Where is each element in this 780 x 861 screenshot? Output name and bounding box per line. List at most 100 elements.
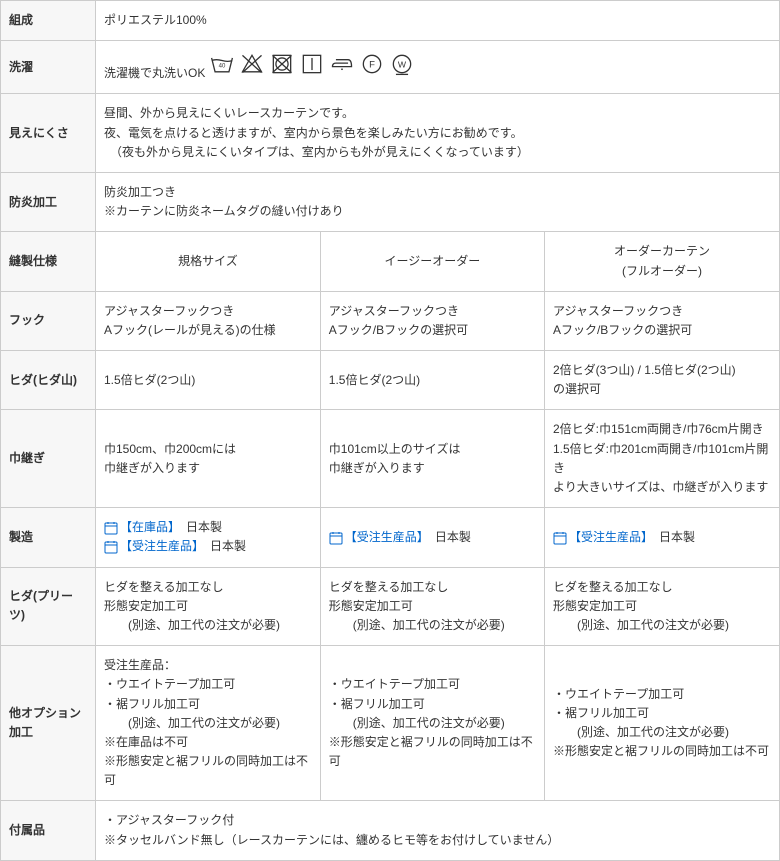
table-row: 見えにくさ 昼間、外から見えにくいレースカーテンです。 夜、電気を点けると透けま… — [1, 94, 780, 173]
table-row: 他オプション加工 受注生産品：・ウエイトテープ加工可・裾フリル加工可 (別途、加… — [1, 646, 780, 801]
text-line: ・裾フリル加工可 — [329, 695, 536, 714]
text-line: Aフック/Bフックの選択可 — [553, 321, 771, 340]
row-label: 見えにくさ — [1, 94, 96, 173]
text-line: 巾継ぎが入ります — [329, 459, 536, 478]
svg-text:F: F — [369, 60, 375, 71]
cell-value: アジャスターフックつきAフック/Bフックの選択可 — [544, 291, 779, 350]
jp-label: 日本製 — [659, 530, 695, 544]
cell-value: アジャスターフックつきAフック/Bフックの選択可 — [320, 291, 544, 350]
text-line: (別途、加工代の注文が必要) — [553, 723, 771, 742]
cell-value: ヒダを整える加工なし形態安定加工可 (別途、加工代の注文が必要) — [96, 567, 321, 646]
table-row: 巾継ぎ 巾150cm、巾200cmには巾継ぎが入ります 巾101cm以上のサイズ… — [1, 410, 780, 508]
cell-value: 昼間、外から見えにくいレースカーテンです。 夜、電気を点けると透けますが、室内か… — [96, 94, 780, 173]
col-header: イージーオーダー — [320, 232, 544, 291]
text-line: ヒダを整える加工なし — [104, 578, 312, 597]
text-line: ※形態安定と裾フリルの同時加工は不可 — [329, 733, 536, 771]
cell-value: ポリエステル100% — [96, 1, 780, 41]
cell-value: 防炎加工つき ※カーテンに防炎ネームタグの縫い付けあり — [96, 172, 780, 231]
table-row: 付属品 ・アジャスターフック付 ※タッセルバンド無し（レースカーテンには、纏める… — [1, 801, 780, 860]
text-line: (別途、加工代の注文が必要) — [104, 714, 312, 733]
text-line: （夜も外から見えにくいタイプは、室内からも外が見えにくくなっています） — [104, 143, 771, 162]
text-line: 巾150cm、巾200cmには — [104, 440, 312, 459]
text-line: アジャスターフックつき — [553, 302, 771, 321]
cell-value: 【受注生産品】 日本製 — [544, 508, 779, 567]
table-row: フック アジャスターフックつきAフック(レールが見える)の仕様 アジャスターフッ… — [1, 291, 780, 350]
dryclean-f-icon: F — [359, 51, 385, 77]
col-header: 規格サイズ — [96, 232, 321, 291]
text-line: ・アジャスターフック付 — [104, 811, 771, 830]
text-line: ※形態安定と裾フリルの同時加工は不可 — [104, 752, 312, 790]
text-line: (別途、加工代の注文が必要) — [329, 714, 536, 733]
row-label: ヒダ(ヒダ山) — [1, 351, 96, 410]
table-row: ヒダ(プリーツ) ヒダを整える加工なし形態安定加工可 (別途、加工代の注文が必要… — [1, 567, 780, 646]
table-row: 洗濯 洗濯機で丸洗いOK 40 F W — [1, 41, 780, 94]
text-line: ※形態安定と裾フリルの同時加工は不可 — [553, 742, 771, 761]
text-line: 2倍ヒダ:巾151cm両開き/巾76cm片開き — [553, 420, 771, 439]
text-line: ※カーテンに防炎ネームタグの縫い付けあり — [104, 202, 771, 221]
row-label: 巾継ぎ — [1, 410, 96, 508]
table-row: 組成 ポリエステル100% — [1, 1, 780, 41]
wash-icon-group: 40 F W — [209, 51, 415, 77]
text-line: オーダーカーテン — [553, 242, 771, 261]
text-line: ・ウエイトテープ加工可 — [104, 675, 312, 694]
calendar-icon — [104, 521, 118, 535]
row-label: 洗濯 — [1, 41, 96, 94]
text-line: ・裾フリル加工可 — [104, 695, 312, 714]
text-line: ・ウエイトテープ加工可 — [553, 685, 771, 704]
cell-value: ・ウエイトテープ加工可・裾フリル加工可 (別途、加工代の注文が必要)※形態安定と… — [320, 646, 544, 801]
wetclean-w-icon: W — [389, 51, 415, 77]
text-line: 巾101cm以上のサイズは — [329, 440, 536, 459]
table-row: 防炎加工 防炎加工つき ※カーテンに防炎ネームタグの縫い付けあり — [1, 172, 780, 231]
cell-value: ヒダを整える加工なし形態安定加工可 (別途、加工代の注文が必要) — [320, 567, 544, 646]
stock-label: 【在庫品】 — [120, 520, 174, 534]
row-label: ヒダ(プリーツ) — [1, 567, 96, 646]
calendar-icon — [329, 531, 343, 545]
text-line: 1.5倍ヒダ:巾201cm両開き/巾101cm片開き — [553, 440, 771, 478]
cell-value: 【受注生産品】 日本製 — [320, 508, 544, 567]
order-label: 【受注生産品】 — [345, 530, 423, 544]
text-line: ・裾フリル加工可 — [553, 704, 771, 723]
table-row: 縫製仕様 規格サイズ イージーオーダー オーダーカーテン (フルオーダー) — [1, 232, 780, 291]
dry-line-icon — [299, 51, 325, 77]
text-line: 2倍ヒダ(3つ山) / 1.5倍ヒダ(2つ山) — [553, 361, 771, 380]
text-line: (フルオーダー) — [553, 262, 771, 281]
row-label: 防炎加工 — [1, 172, 96, 231]
row-label: 縫製仕様 — [1, 232, 96, 291]
text-line: 昼間、外から見えにくいレースカーテンです。 — [104, 104, 771, 123]
text-line: 形態安定加工可 — [104, 597, 312, 616]
text-line: (別途、加工代の注文が必要) — [329, 616, 536, 635]
text-line: Aフック/Bフックの選択可 — [329, 321, 536, 340]
row-label: 他オプション加工 — [1, 646, 96, 801]
row-label: 製造 — [1, 508, 96, 567]
spec-table: 組成 ポリエステル100% 洗濯 洗濯機で丸洗いOK 40 F W 見えにくさ … — [0, 0, 780, 861]
cell-value: ・アジャスターフック付 ※タッセルバンド無し（レースカーテンには、纏めるヒモ等を… — [96, 801, 780, 860]
text-line: ヒダを整える加工なし — [553, 578, 771, 597]
text-line: 【受注生産品】 日本製 — [329, 528, 536, 547]
table-row: ヒダ(ヒダ山) 1.5倍ヒダ(2つ山) 1.5倍ヒダ(2つ山) 2倍ヒダ(3つ山… — [1, 351, 780, 410]
cell-value: 【在庫品】 日本製 【受注生産品】 日本製 — [96, 508, 321, 567]
text-line: 【受注生産品】 日本製 — [553, 528, 771, 547]
calendar-icon — [104, 540, 118, 554]
text-line: ヒダを整える加工なし — [329, 578, 536, 597]
text-line: 【在庫品】 日本製 — [104, 518, 312, 537]
wash-text: 洗濯機で丸洗いOK — [104, 66, 205, 80]
jp-label: 日本製 — [186, 520, 222, 534]
text-line: アジャスターフックつき — [329, 302, 536, 321]
cell-value: 巾150cm、巾200cmには巾継ぎが入ります — [96, 410, 321, 508]
order-label: 【受注生産品】 — [120, 539, 198, 553]
text-line: ・ウエイトテープ加工可 — [329, 675, 536, 694]
cell-value: 巾101cm以上のサイズは巾継ぎが入ります — [320, 410, 544, 508]
text-line: Aフック(レールが見える)の仕様 — [104, 321, 312, 340]
table-row: 製造 【在庫品】 日本製 【受注生産品】 日本製 【受注生産品】 日本製 【受注… — [1, 508, 780, 567]
cell-value: 洗濯機で丸洗いOK 40 F W — [96, 41, 780, 94]
wash-40-icon: 40 — [209, 51, 235, 77]
cell-value: アジャスターフックつきAフック(レールが見える)の仕様 — [96, 291, 321, 350]
text-line: 【受注生産品】 日本製 — [104, 537, 312, 556]
cell-value: ・ウエイトテープ加工可・裾フリル加工可 (別途、加工代の注文が必要)※形態安定と… — [544, 646, 779, 801]
cell-value: 1.5倍ヒダ(2つ山) — [320, 351, 544, 410]
text-line: アジャスターフックつき — [104, 302, 312, 321]
bleach-no-icon — [239, 51, 265, 77]
cell-value: 2倍ヒダ(3つ山) / 1.5倍ヒダ(2つ山)の選択可 — [544, 351, 779, 410]
svg-text:W: W — [398, 60, 407, 70]
text-line: ※在庫品は不可 — [104, 733, 312, 752]
